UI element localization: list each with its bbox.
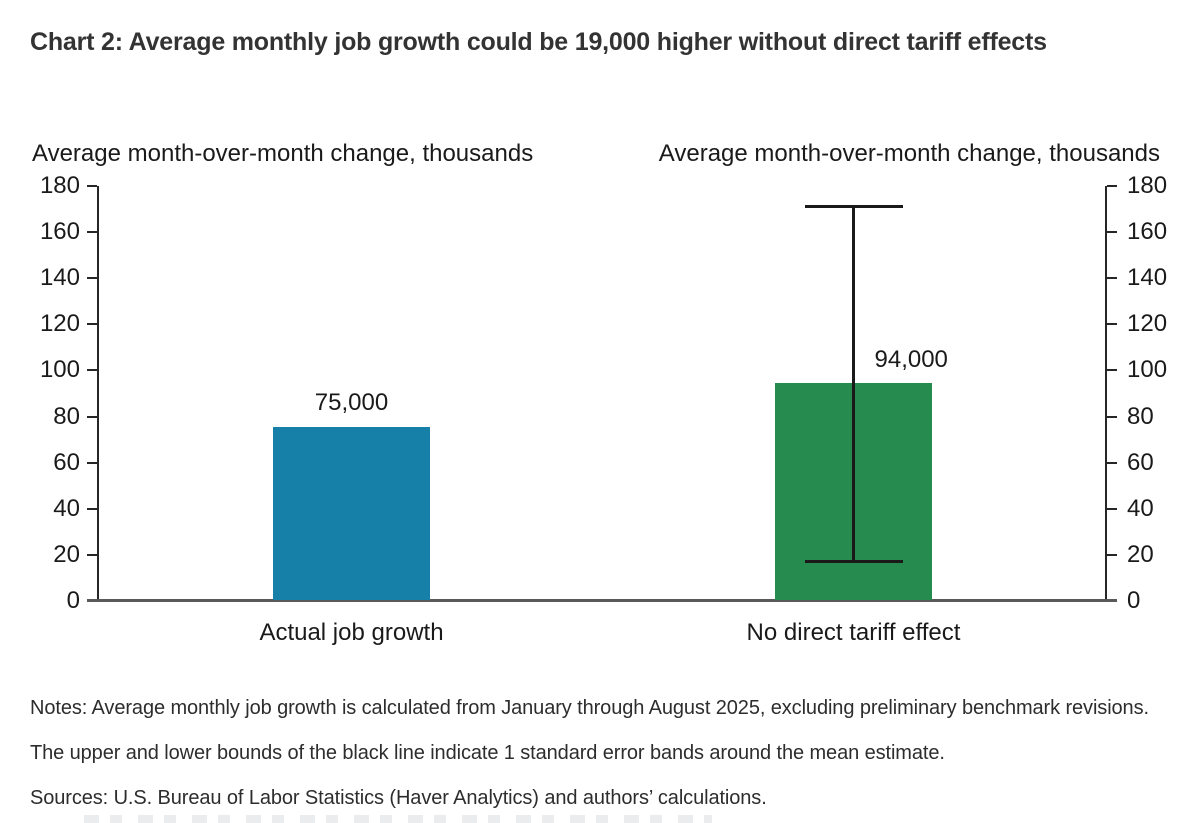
y-tick-label-left-160: 160 [39,218,80,246]
y-tick-right-80 [1107,415,1117,418]
y-tick-left-60 [87,461,97,464]
y-tick-left-20 [87,553,97,556]
y-tick-label-right-0: 0 [1127,587,1141,614]
y-tick-label-right-40: 40 [1127,494,1154,522]
y-tick-left-160 [87,231,97,234]
y-tick-label-left-80: 80 [53,402,80,430]
y-tick-label-left-100: 100 [39,356,80,384]
y-tick-label-left-180: 180 [39,172,80,199]
category-label-no-direct-tariff-effect: No direct tariff effect [746,619,961,646]
y-axis-right [1105,186,1107,601]
y-axis-left [97,186,99,601]
y-tick-label-left-40: 40 [53,494,80,522]
left-axis-title: Average month-over-month change, thousan… [32,140,534,167]
y-tick-right-120 [1107,323,1117,326]
y-tick-label-left-0: 0 [66,587,80,614]
y-tick-right-100 [1107,369,1117,372]
value-label-no-direct-tariff-effect: 94,000 [874,346,948,374]
y-tick-label-left-60: 60 [53,448,80,476]
y-tick-right-140 [1107,277,1117,280]
y-tick-right-180 [1107,185,1117,187]
y-tick-label-right-140: 140 [1127,264,1168,292]
y-tick-left-180 [87,185,97,187]
y-tick-right-20 [1107,553,1117,556]
y-tick-right-160 [1107,231,1117,234]
y-tick-right-40 [1107,507,1117,510]
clipped-text-artifact [84,815,712,823]
y-tick-label-right-100: 100 [1127,356,1168,384]
value-label-actual-job-growth: 75,000 [314,389,389,417]
y-tick-left-40 [87,507,97,510]
y-tick-label-right-180: 180 [1127,172,1168,199]
y-tick-label-right-60: 60 [1127,448,1154,476]
chart-title: Chart 2: Average monthly job growth coul… [30,28,1047,56]
y-tick-label-right-160: 160 [1127,218,1168,246]
y-tick-label-right-120: 120 [1127,310,1168,338]
category-label-actual-job-growth: Actual job growth [259,619,444,646]
error-bar-line [852,206,855,562]
notes-text: Notes: Average monthly job growth is cal… [30,697,1149,764]
y-tick-label-right-80: 80 [1127,402,1154,430]
plot-area: 180 180 160 160 140 140 120 120 100 100 80 80 60 60 40… [39,172,1168,646]
y-tick-right-60 [1107,461,1117,464]
y-tick-left-80 [87,415,97,418]
y-tick-left-100 [87,369,97,372]
y-tick-label-right-20: 20 [1127,540,1154,568]
error-bar-cap-bottom [804,560,903,564]
right-axis-title: Average month-over-month change, thousan… [658,140,1160,167]
y-tick-label-left-20: 20 [53,540,80,568]
sources-text: Sources: U.S. Bureau of Labor Statistics… [30,787,767,809]
y-tick-label-left-140: 140 [39,264,80,292]
x-axis-baseline [87,599,1117,602]
error-bar-cap-top [804,205,903,209]
y-tick-left-120 [87,323,97,326]
bar-actual-job-growth [273,427,430,600]
y-tick-label-left-120: 120 [39,310,80,338]
y-tick-left-140 [87,277,97,280]
